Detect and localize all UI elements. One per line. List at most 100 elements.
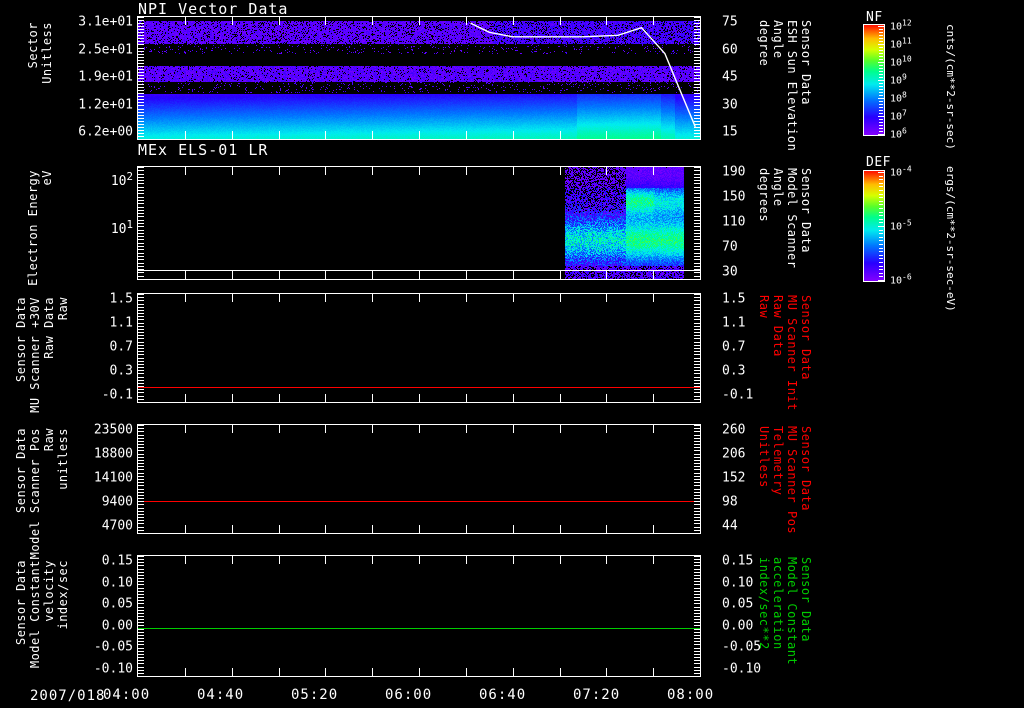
panel-5-plot-area[interactable] [137, 555, 701, 677]
panel-3-left-y-tick-label: 0.3 [109, 363, 133, 379]
y-minor-tick [694, 556, 700, 557]
y-minor-tick [138, 200, 144, 201]
y-minor-tick [138, 316, 144, 317]
axis-label-line: Telemetry [771, 426, 785, 496]
colorbar-nf-minor-tick [879, 32, 883, 33]
x-major-tick [653, 271, 654, 279]
y-minor-tick [694, 361, 700, 362]
y-minor-tick [138, 438, 144, 439]
colorbar-def-minor-tick [879, 208, 883, 209]
x-major-tick [419, 525, 420, 533]
y-minor-tick [694, 115, 700, 116]
colorbar-def-minor-tick [879, 255, 883, 256]
y-minor-tick [694, 105, 700, 106]
x-major-tick [325, 425, 326, 433]
x-major-tick [325, 131, 326, 139]
y-minor-tick [694, 673, 700, 674]
axis-label-line: Sector [26, 22, 40, 69]
y-minor-tick [694, 428, 700, 429]
x-major-tick [232, 525, 233, 533]
y-minor-tick [694, 223, 700, 224]
panel-3-plot-area[interactable] [137, 293, 701, 403]
y-minor-tick [138, 523, 144, 524]
y-minor-tick [694, 667, 700, 668]
colorbar-nf-tick-label: 106 [890, 126, 907, 141]
x-major-tick [232, 668, 233, 676]
x-major-tick [466, 294, 467, 302]
panel-5-left-y-tick-label: 0.15 [101, 553, 133, 569]
axis-label-line: index/sec [56, 560, 70, 630]
panel-2-right-y-tick-label: 70 [722, 239, 738, 255]
y-minor-tick [138, 396, 144, 397]
x-major-tick [606, 556, 607, 564]
y-minor-tick [138, 313, 144, 314]
x-major-tick [372, 668, 373, 676]
x-major-tick [560, 271, 561, 279]
y-minor-tick [694, 124, 700, 125]
x-major-tick [606, 167, 607, 175]
y-minor-tick [694, 616, 700, 617]
y-minor-tick [138, 121, 144, 122]
y-minor-tick [138, 84, 144, 85]
y-minor-tick [138, 81, 144, 82]
panel-4-left-axis-label: Sensor Data Model Scanner Pos Raw unitle… [14, 428, 70, 559]
colorbar-def-tick-label: 10-6 [890, 272, 912, 287]
y-minor-tick [138, 29, 144, 30]
axis-label-line: MU Scanner +30V [28, 297, 42, 413]
y-minor-tick [138, 207, 144, 208]
axis-label-line: Model Constant [28, 560, 42, 669]
panel-5-left-y-tick-label: 0.10 [101, 575, 133, 591]
y-minor-tick [138, 514, 144, 515]
y-minor-tick [138, 115, 144, 116]
y-minor-tick [694, 575, 700, 576]
x-major-tick [372, 556, 373, 564]
panel-2-left-axis-label: Electron Energy eV [26, 170, 54, 286]
y-minor-tick [138, 386, 144, 387]
colorbar-def-tick-label: 10-4 [890, 164, 912, 179]
axis-label-line: Sensor Data [799, 168, 813, 253]
panel-1-plot-area[interactable] [137, 16, 701, 140]
colorbar-nf-minor-tick [879, 104, 883, 105]
x-major-tick [653, 394, 654, 402]
panel-2-plot-area[interactable] [137, 166, 701, 280]
y-minor-tick [694, 520, 700, 521]
y-minor-tick [138, 476, 144, 477]
y-minor-tick [694, 32, 700, 33]
colorbar-def-unit: ergs/(cm**2-sr-sec-eV) [944, 166, 957, 312]
y-minor-tick [694, 78, 700, 79]
y-minor-tick [694, 584, 700, 585]
x-major-tick [513, 668, 514, 676]
colorbar-nf-minor-tick [879, 41, 883, 42]
y-minor-tick [694, 380, 700, 381]
y-minor-tick [138, 213, 144, 214]
x-major-tick [232, 294, 233, 302]
x-major-tick [185, 294, 186, 302]
y-minor-tick [694, 657, 700, 658]
y-minor-tick [694, 297, 700, 298]
colorbar-nf-minor-tick [879, 68, 883, 69]
y-minor-tick [694, 438, 700, 439]
y-minor-tick [694, 469, 700, 470]
y-minor-tick [138, 249, 144, 250]
y-minor-tick [138, 348, 144, 349]
y-minor-tick [694, 121, 700, 122]
x-major-tick [513, 131, 514, 139]
y-minor-tick [138, 569, 144, 570]
y-minor-tick [138, 559, 144, 560]
y-minor-tick [694, 41, 700, 42]
y-minor-tick [694, 569, 700, 570]
y-minor-tick [138, 351, 144, 352]
x-major-tick [372, 131, 373, 139]
panel-4-plot-area[interactable] [137, 424, 701, 534]
y-minor-tick [694, 130, 700, 131]
y-minor-tick [138, 75, 144, 76]
panel-5-left-y-tick-label: 0.00 [101, 618, 133, 634]
y-minor-tick [138, 473, 144, 474]
y-minor-tick [138, 619, 144, 620]
panel-5-left-axis-label: Sensor Data Model Constant velocity inde… [14, 560, 70, 674]
y-minor-tick [694, 588, 700, 589]
y-minor-tick [138, 133, 144, 134]
y-minor-tick [694, 72, 700, 73]
y-minor-tick [694, 632, 700, 633]
y-minor-tick [694, 109, 700, 110]
